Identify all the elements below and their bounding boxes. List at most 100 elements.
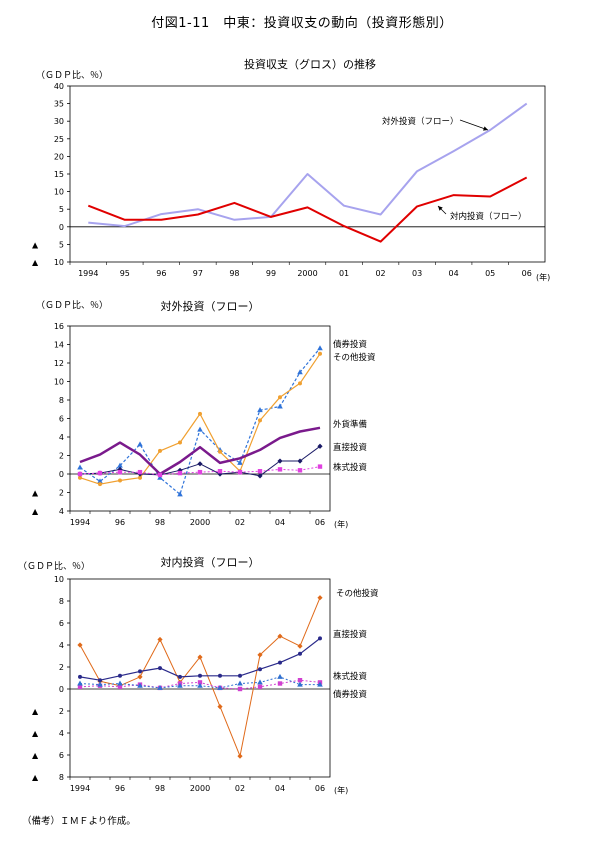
data-point bbox=[98, 482, 102, 487]
data-point bbox=[177, 467, 183, 473]
x-axis-unit: (年) bbox=[536, 272, 550, 282]
data-point bbox=[77, 471, 83, 477]
data-point bbox=[297, 643, 303, 649]
data-point bbox=[198, 411, 202, 416]
data-point bbox=[297, 468, 303, 473]
x-tick-label: 02 bbox=[375, 269, 385, 278]
x-tick-label: 03 bbox=[412, 269, 422, 278]
x-tick-label: 98 bbox=[229, 269, 239, 278]
y-tick-label: 4 bbox=[59, 507, 64, 516]
data-point bbox=[217, 684, 223, 690]
x-tick-label: 98 bbox=[155, 518, 165, 527]
x-tick-label: 96 bbox=[115, 518, 125, 527]
y-tick-negative-marker: ▲ bbox=[32, 240, 39, 249]
data-point bbox=[177, 470, 183, 476]
y-tick-negative-marker: ▲ bbox=[32, 729, 39, 738]
x-axis-unit: (年) bbox=[334, 519, 348, 529]
data-point bbox=[117, 684, 123, 689]
series-label: 対内投資（フロー） bbox=[450, 211, 527, 222]
x-tick-label: 05 bbox=[485, 269, 495, 278]
y-tick-label: 10 bbox=[54, 188, 64, 197]
data-point bbox=[98, 678, 102, 683]
data-point bbox=[318, 636, 322, 641]
y-tick-label: 12 bbox=[54, 359, 64, 368]
series-line-3 bbox=[79, 426, 321, 476]
data-point bbox=[197, 682, 203, 688]
y-tick-label: 40 bbox=[54, 82, 64, 91]
data-point bbox=[217, 704, 223, 710]
data-point bbox=[237, 469, 243, 475]
data-point bbox=[217, 469, 223, 474]
plot-frame bbox=[69, 578, 331, 778]
data-point bbox=[238, 673, 242, 678]
data-point bbox=[157, 636, 163, 643]
data-point bbox=[117, 462, 123, 468]
x-tick-label: 2000 bbox=[190, 518, 210, 527]
y-tick-label: 30 bbox=[54, 117, 64, 126]
x-tick-label: 99 bbox=[266, 269, 276, 278]
x-tick-label: 98 bbox=[155, 784, 165, 793]
y-tick-negative-marker: ▲ bbox=[32, 258, 39, 267]
data-point bbox=[298, 651, 302, 656]
data-point bbox=[178, 674, 182, 679]
data-point bbox=[277, 458, 283, 464]
y-tick-label: 6 bbox=[59, 619, 64, 628]
data-point bbox=[297, 678, 303, 683]
y-tick-label: 8 bbox=[59, 597, 64, 606]
x-tick-label: 96 bbox=[115, 784, 125, 793]
y-tick-label: 4 bbox=[59, 729, 64, 738]
y-tick-label: 5 bbox=[59, 205, 64, 214]
y-tick-label: 14 bbox=[54, 341, 64, 350]
y-tick-label: 4 bbox=[59, 641, 64, 650]
data-point bbox=[77, 680, 83, 686]
data-point bbox=[277, 681, 283, 686]
data-point bbox=[177, 491, 183, 497]
series-label: 株式投資 bbox=[333, 671, 367, 682]
data-point bbox=[317, 345, 323, 351]
outward-investment-chart: 対外投資（フロー） （ＧＤＰ比、％） 16 14 12 10 8 6 4 2 0 ▲ 2 ▲ 4 1994 96… bbox=[32, 299, 376, 529]
y-tick-label: 2 bbox=[59, 452, 64, 461]
y-tick-label: 5 bbox=[59, 240, 64, 249]
data-point bbox=[257, 407, 263, 413]
x-tick-label: 04 bbox=[275, 784, 285, 793]
data-point bbox=[257, 679, 263, 685]
y-tick-label: 0 bbox=[59, 685, 64, 694]
series-label: 債券投資 bbox=[333, 689, 367, 700]
data-point bbox=[298, 381, 302, 386]
y-tick-label: 35 bbox=[54, 100, 64, 109]
data-point bbox=[257, 469, 263, 474]
data-point bbox=[118, 478, 122, 483]
data-point bbox=[197, 469, 203, 475]
data-point bbox=[278, 395, 282, 400]
label-arrowhead bbox=[483, 126, 488, 131]
data-point bbox=[158, 666, 162, 671]
x-tick-label: 02 bbox=[235, 784, 245, 793]
y-tick-label: 4 bbox=[59, 433, 64, 442]
series-label: 直接投資 bbox=[333, 629, 367, 640]
label-arrow bbox=[459, 119, 489, 131]
data-point bbox=[317, 681, 323, 687]
data-point bbox=[197, 426, 203, 432]
data-point bbox=[277, 467, 283, 472]
series-label: その他投資 bbox=[333, 352, 376, 363]
series-label: その他投資 bbox=[336, 588, 379, 599]
x-tick-label: 06 bbox=[522, 269, 532, 278]
data-point bbox=[237, 680, 243, 686]
data-point bbox=[317, 464, 323, 469]
source-note: （備考）ＩＭＦより作成。 bbox=[22, 816, 136, 827]
data-point bbox=[317, 443, 323, 449]
x-tick-label: 04 bbox=[449, 269, 459, 278]
series-label: 対外投資（フロー） bbox=[382, 116, 459, 127]
label-arrowhead bbox=[438, 206, 443, 211]
series-label: 債券投資 bbox=[333, 339, 367, 350]
chart-title: 対外投資（フロー） bbox=[161, 299, 260, 313]
x-tick-label: 2000 bbox=[190, 784, 210, 793]
data-point bbox=[138, 669, 142, 674]
x-tick-label: 01 bbox=[339, 269, 349, 278]
y-tick-label: 16 bbox=[54, 322, 64, 331]
y-tick-label: 2 bbox=[59, 707, 64, 716]
y-tick-label: 25 bbox=[54, 135, 64, 144]
y-tick-label: 20 bbox=[54, 152, 64, 161]
data-point bbox=[137, 682, 143, 688]
y-tick-label: 0 bbox=[59, 223, 64, 232]
